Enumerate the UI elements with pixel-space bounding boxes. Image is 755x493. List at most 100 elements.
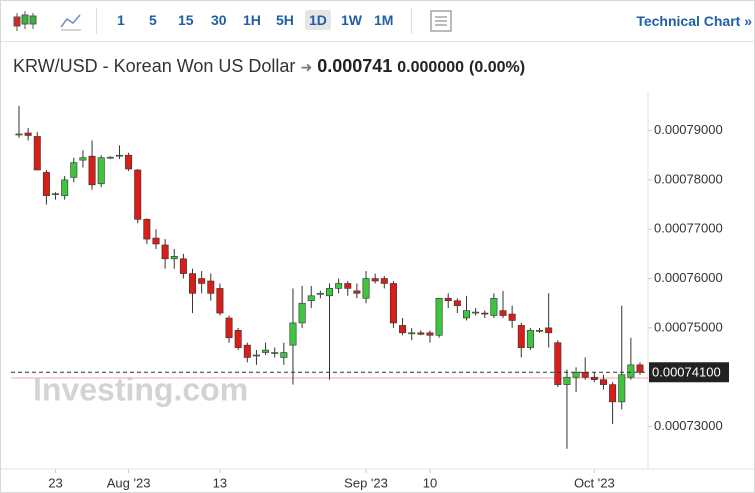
x-tick-label: Aug '23 xyxy=(107,475,151,490)
separator xyxy=(96,8,97,34)
candle-body xyxy=(526,330,534,348)
candle-body xyxy=(15,133,23,136)
percent-change: (0.00%) xyxy=(469,59,526,76)
candle-body xyxy=(33,136,41,171)
candle-body xyxy=(417,332,425,335)
x-tick-label: Sep '23 xyxy=(344,475,388,490)
candle-body xyxy=(627,364,635,378)
candle-body xyxy=(289,322,297,346)
candle-body xyxy=(234,330,242,348)
candle-body xyxy=(472,311,480,314)
candle-body xyxy=(581,371,589,378)
interval-button[interactable]: 1M xyxy=(374,12,394,28)
candle-body xyxy=(636,364,644,373)
interval-button[interactable]: 1H xyxy=(243,12,261,28)
candle-body xyxy=(609,384,617,403)
candle-body xyxy=(389,283,397,324)
x-tick-label: 10 xyxy=(423,475,437,490)
candle-body xyxy=(252,354,260,357)
candle-body xyxy=(97,157,105,185)
candle-body xyxy=(344,283,352,289)
x-tick-label: 13 xyxy=(213,475,227,490)
x-tick-label: 23 xyxy=(48,475,62,490)
candle-icon[interactable] xyxy=(13,11,37,31)
candle-body xyxy=(371,278,379,282)
arrow-icon: ➜ xyxy=(300,59,313,75)
candle-body xyxy=(207,280,215,294)
last-price: 0.000741 xyxy=(317,56,393,76)
technical-chart-link[interactable]: Technical Chart » xyxy=(636,13,752,29)
candle-body xyxy=(271,352,279,354)
candle-body xyxy=(408,332,416,335)
candle-body xyxy=(462,310,470,319)
y-tick-label: 0.00077000 xyxy=(654,221,723,236)
candle-body xyxy=(335,283,343,289)
candle-body xyxy=(70,162,78,178)
interval-button[interactable]: 1D xyxy=(305,10,331,30)
candle-body xyxy=(243,344,251,358)
candle-body xyxy=(189,273,197,294)
chart-type-icons xyxy=(13,11,81,31)
candle-body xyxy=(106,156,114,159)
instrument-name: KRW/USD - Korean Won US Dollar xyxy=(13,56,296,76)
candle-body xyxy=(590,376,598,380)
candle-body xyxy=(517,325,525,348)
interval-button[interactable]: 5H xyxy=(276,12,294,28)
candle-body xyxy=(225,317,233,339)
candle-body xyxy=(216,288,224,314)
candle-body xyxy=(618,374,626,403)
y-tick-label: 0.00075000 xyxy=(654,319,723,334)
line-icon[interactable] xyxy=(60,14,81,31)
candle-body xyxy=(61,179,69,196)
candle-body xyxy=(152,237,160,245)
y-tick-label: 0.00079000 xyxy=(654,122,723,137)
y-tick-label: 0.00078000 xyxy=(654,171,723,186)
price-change: 0.000000 xyxy=(397,59,465,76)
instrument-header: KRW/USD - Korean Won US Dollar ➜ 0.00074… xyxy=(13,56,525,77)
candle-body xyxy=(42,172,50,196)
candle-body xyxy=(316,293,324,295)
candle-body xyxy=(545,327,553,334)
candle-body xyxy=(115,154,123,157)
candle-body xyxy=(536,330,544,332)
candle-body xyxy=(481,312,489,315)
watermark: Investing.com xyxy=(33,371,248,407)
y-tick-label: 0.00073000 xyxy=(654,418,723,433)
last-price-box xyxy=(649,362,729,383)
candle-body xyxy=(125,154,133,170)
candle-body xyxy=(362,278,370,299)
candle-body xyxy=(307,295,315,302)
candle-body xyxy=(170,256,178,260)
y-tick-label: 0.00076000 xyxy=(654,270,723,285)
interval-button[interactable]: 1 xyxy=(117,12,125,28)
interval-button[interactable]: 15 xyxy=(178,12,194,28)
candle-body xyxy=(298,302,306,324)
candle-body xyxy=(399,325,407,334)
table-icon[interactable] xyxy=(429,9,453,33)
candle-body xyxy=(572,371,580,378)
candle-body xyxy=(143,219,151,240)
candle-body xyxy=(79,157,87,161)
candle-body xyxy=(508,313,516,321)
candle-body xyxy=(444,297,452,302)
candle-body xyxy=(179,258,187,274)
candle-body xyxy=(262,349,270,353)
last-price-label: 0.00074100 xyxy=(652,365,721,380)
candle-body xyxy=(24,132,32,136)
interval-button[interactable]: 30 xyxy=(211,12,227,28)
candle-body xyxy=(599,379,607,385)
separator xyxy=(411,8,412,34)
interval-button[interactable]: 1W xyxy=(341,12,362,28)
candle-body xyxy=(198,278,206,284)
candle-body xyxy=(426,332,434,336)
interval-button[interactable]: 5 xyxy=(149,12,157,28)
candle-body xyxy=(134,169,142,220)
candle-body xyxy=(353,290,361,294)
toolbar: 1 5 15 30 1H 5H 1D 1W 1M Technical Chart… xyxy=(1,1,754,42)
candle-body xyxy=(280,352,288,358)
candle-body xyxy=(380,278,388,284)
x-tick-label: Oct '23 xyxy=(574,475,615,490)
candle-body xyxy=(52,193,60,195)
